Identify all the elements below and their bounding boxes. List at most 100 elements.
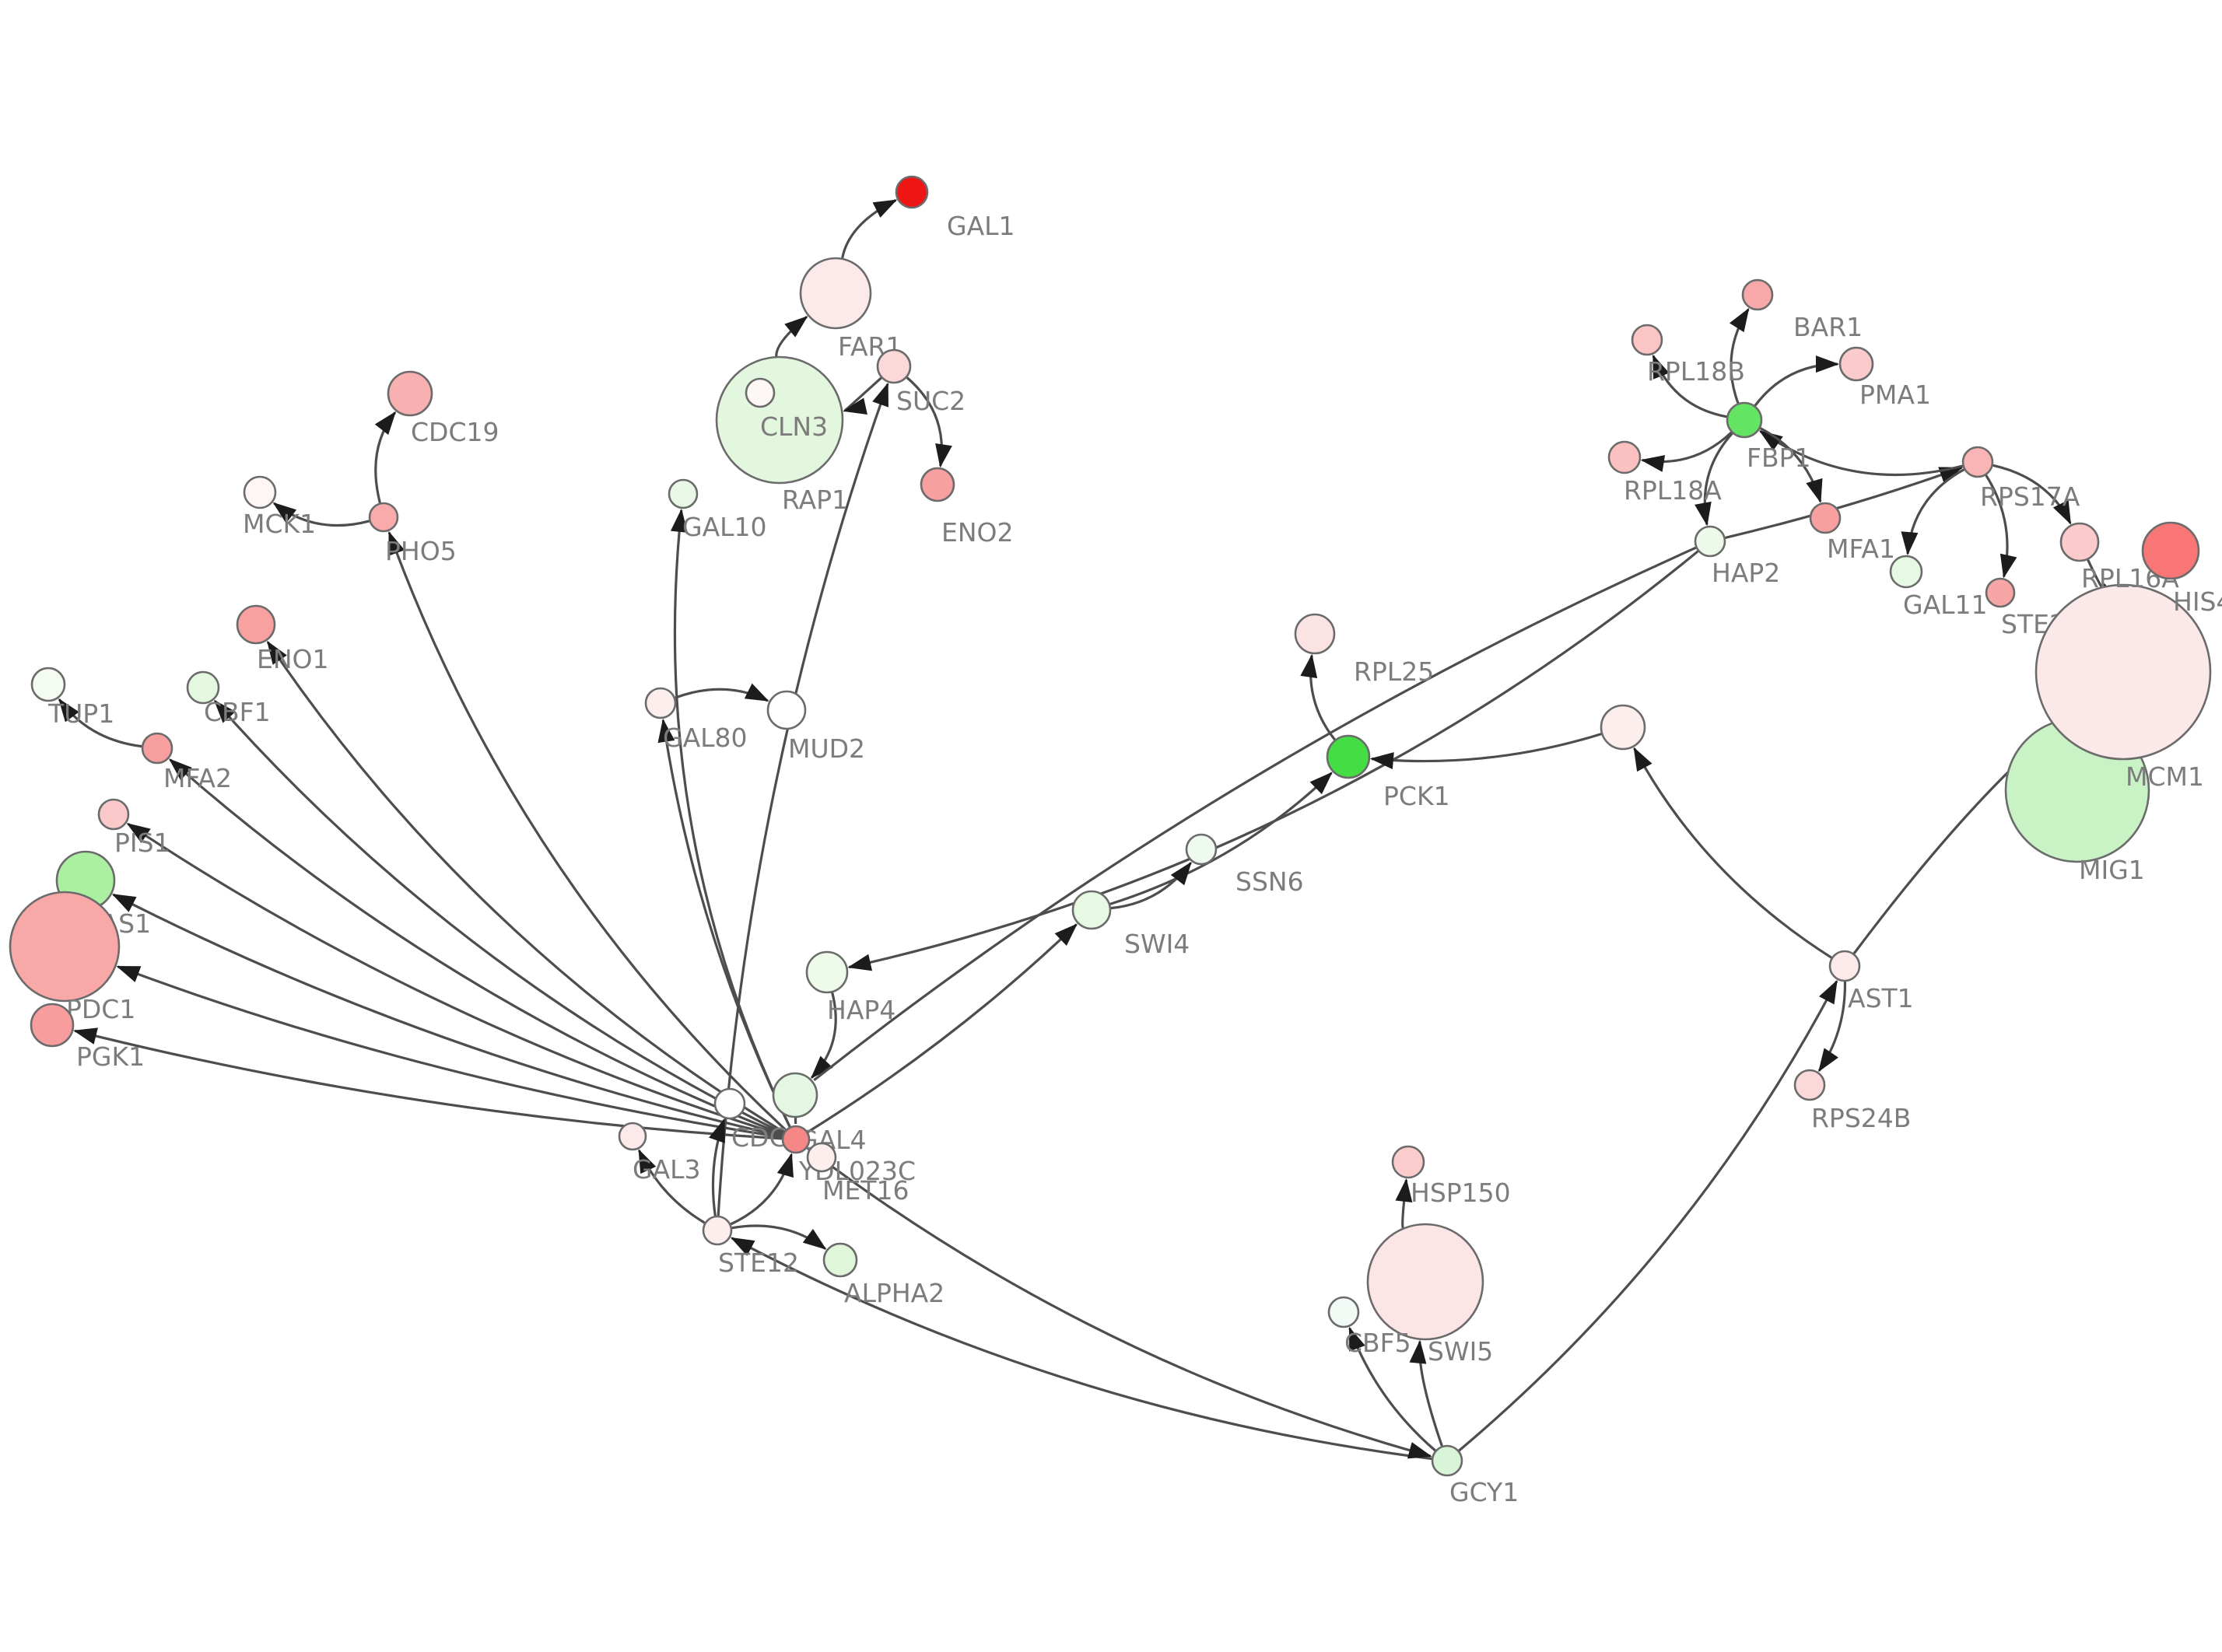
node-HAP4[interactable] [805,950,849,994]
node-MUD2[interactable] [766,690,807,730]
edge-FAR1-GAL1[interactable] [841,198,898,259]
edge-HUB-PIS1[interactable] [126,822,783,1137]
node-STE12[interactable] [702,1215,733,1246]
node-CBF5[interactable] [1327,1296,1360,1328]
edge-RPS17A-RPL16A[interactable] [1992,464,2072,525]
edge-HAP2-HAP4[interactable] [847,550,1699,971]
edge-FBP1-MFA1[interactable] [1759,427,1823,503]
node-group-PIS1: PIS1 [97,798,170,858]
node-RPL18B[interactable] [1631,324,1663,356]
node-PALE[interactable] [1600,704,1646,751]
node-GCY1[interactable] [1431,1444,1463,1477]
edge-STE12-HUB[interactable] [730,1153,794,1226]
edge-SWI4-SSN6[interactable] [1110,861,1192,910]
node-CLN3[interactable] [745,377,776,408]
edge-FBP1-HAP2[interactable] [1695,432,1733,527]
edge-HAP2-RPS17A[interactable] [1725,466,1964,539]
node-ENO2[interactable] [920,467,955,502]
edge-FBP1-PMA1[interactable] [1754,355,1839,407]
node-RPS17A[interactable] [1961,446,1994,478]
edge-HUB-PDC1[interactable] [116,965,783,1139]
node-MCK1[interactable] [243,475,277,509]
edge-PCK1-RPL25[interactable] [1300,653,1336,740]
node-PIS1[interactable] [97,798,130,831]
edge-SUC2-ENO2[interactable] [906,376,952,468]
node-SSN6[interactable] [1185,833,1218,866]
node-GAL1[interactable] [895,175,929,209]
node-PCK1[interactable] [1326,734,1371,779]
node-RPL25[interactable] [1294,613,1336,655]
node-FAR1[interactable] [799,257,872,330]
node-RPS24B[interactable] [1793,1069,1826,1101]
edge-HUB-CBF1[interactable] [213,699,784,1135]
edge-PHO5-CDC19[interactable] [374,411,397,503]
edge-FBP1-RPL18A[interactable] [1640,431,1733,472]
node-SUC2[interactable] [876,348,912,384]
edge-AST1-PALE[interactable] [1633,747,1832,959]
node-CDC19[interactable] [387,370,433,417]
node-HSP150[interactable] [1391,1145,1425,1179]
node-GAL10[interactable] [668,478,699,509]
node-CBF1[interactable] [186,670,220,705]
edge-RPS17A-FBP1[interactable] [1758,429,1963,477]
node-RPL16A[interactable] [2059,522,2100,562]
edge-GAL80-MUD2[interactable] [675,683,769,702]
edge-HUB-GCY1[interactable] [806,1146,1432,1459]
node-CDCW[interactable] [713,1087,746,1120]
node-PGK1[interactable] [30,1003,75,1048]
node-PHO5[interactable] [368,502,399,533]
node-HAP2[interactable] [1694,525,1726,558]
edge-GCY1-SWI5[interactable] [1409,1339,1443,1447]
node-GAL4G[interactable] [772,1072,818,1118]
edge-PALE-PCK1[interactable] [1369,733,1602,770]
edge-STE12-GAL3[interactable] [637,1149,706,1224]
edge-HAP4-GAL4G[interactable] [810,992,837,1079]
edge-RPS17A-GAL11[interactable] [1901,468,1965,556]
node-AST1[interactable] [1828,950,1861,982]
edge-HAP2-GAL4G[interactable] [813,546,1697,1082]
node-MET16[interactable] [806,1142,837,1173]
edge-GCY1-CBF5[interactable] [1348,1326,1436,1452]
node-label-HAP4: HAP4 [827,995,895,1025]
edge-HUB-RAS1[interactable] [111,893,783,1138]
edge-AST1-RPS24B[interactable] [1817,981,1847,1073]
edge-STE12-ALPHA2[interactable] [731,1224,827,1250]
node-PDC1[interactable] [9,891,121,1003]
node-ENO1[interactable] [236,604,276,645]
edge-PHO5-MCK1[interactable] [272,502,370,527]
node-TUP1[interactable] [30,667,66,702]
edge-SWI5-HSP150[interactable] [1395,1178,1413,1229]
node-ALPHA2[interactable] [822,1242,858,1278]
node-GAL11[interactable] [1889,555,1923,589]
node-HIS4[interactable] [2141,521,2200,580]
node-RPL18A[interactable] [1607,440,1642,474]
node-PMA1[interactable] [1838,346,1874,382]
node-STE2[interactable] [1985,577,2016,608]
edge-MFA2-TUP1[interactable] [58,698,142,748]
edge-GCY1-AST1[interactable] [1458,979,1838,1452]
node-SWI4[interactable] [1071,890,1112,930]
node-HUB[interactable] [781,1125,811,1154]
edge-RAP1-FAR1[interactable] [775,316,808,357]
edge-FBP1-RPL18B[interactable] [1652,354,1727,418]
node-MFA2[interactable] [141,732,173,765]
node-SWI5[interactable] [1366,1223,1484,1341]
edge-HUB-ENO1[interactable] [266,640,785,1133]
edge-HUB-GAL10[interactable] [670,508,791,1128]
edge-RPS17A-STE2[interactable] [1985,474,2017,579]
edge-GCY1-STE12[interactable] [730,1237,1432,1461]
edge-SWI4-PCK1[interactable] [1109,772,1333,905]
edge-HUB-PHO5[interactable] [387,530,787,1131]
edge-HUB-PGK1[interactable] [73,1027,783,1140]
edge-HUB-SWI4[interactable] [807,923,1078,1133]
node-MFA1[interactable] [1809,502,1842,534]
node-GAL80[interactable] [644,687,677,719]
node-BAR1[interactable] [1741,278,1774,311]
edge-HUB-MFA2[interactable] [169,758,783,1136]
node-GAL3[interactable] [618,1122,647,1151]
node-FBP1[interactable] [1726,401,1763,439]
edge-FBP1-BAR1[interactable] [1729,307,1750,404]
edge-STE12-CDCW[interactable] [709,1118,726,1216]
edge-SUC2-RAP1[interactable] [843,376,882,415]
node-MCM1[interactable] [2034,583,2212,761]
